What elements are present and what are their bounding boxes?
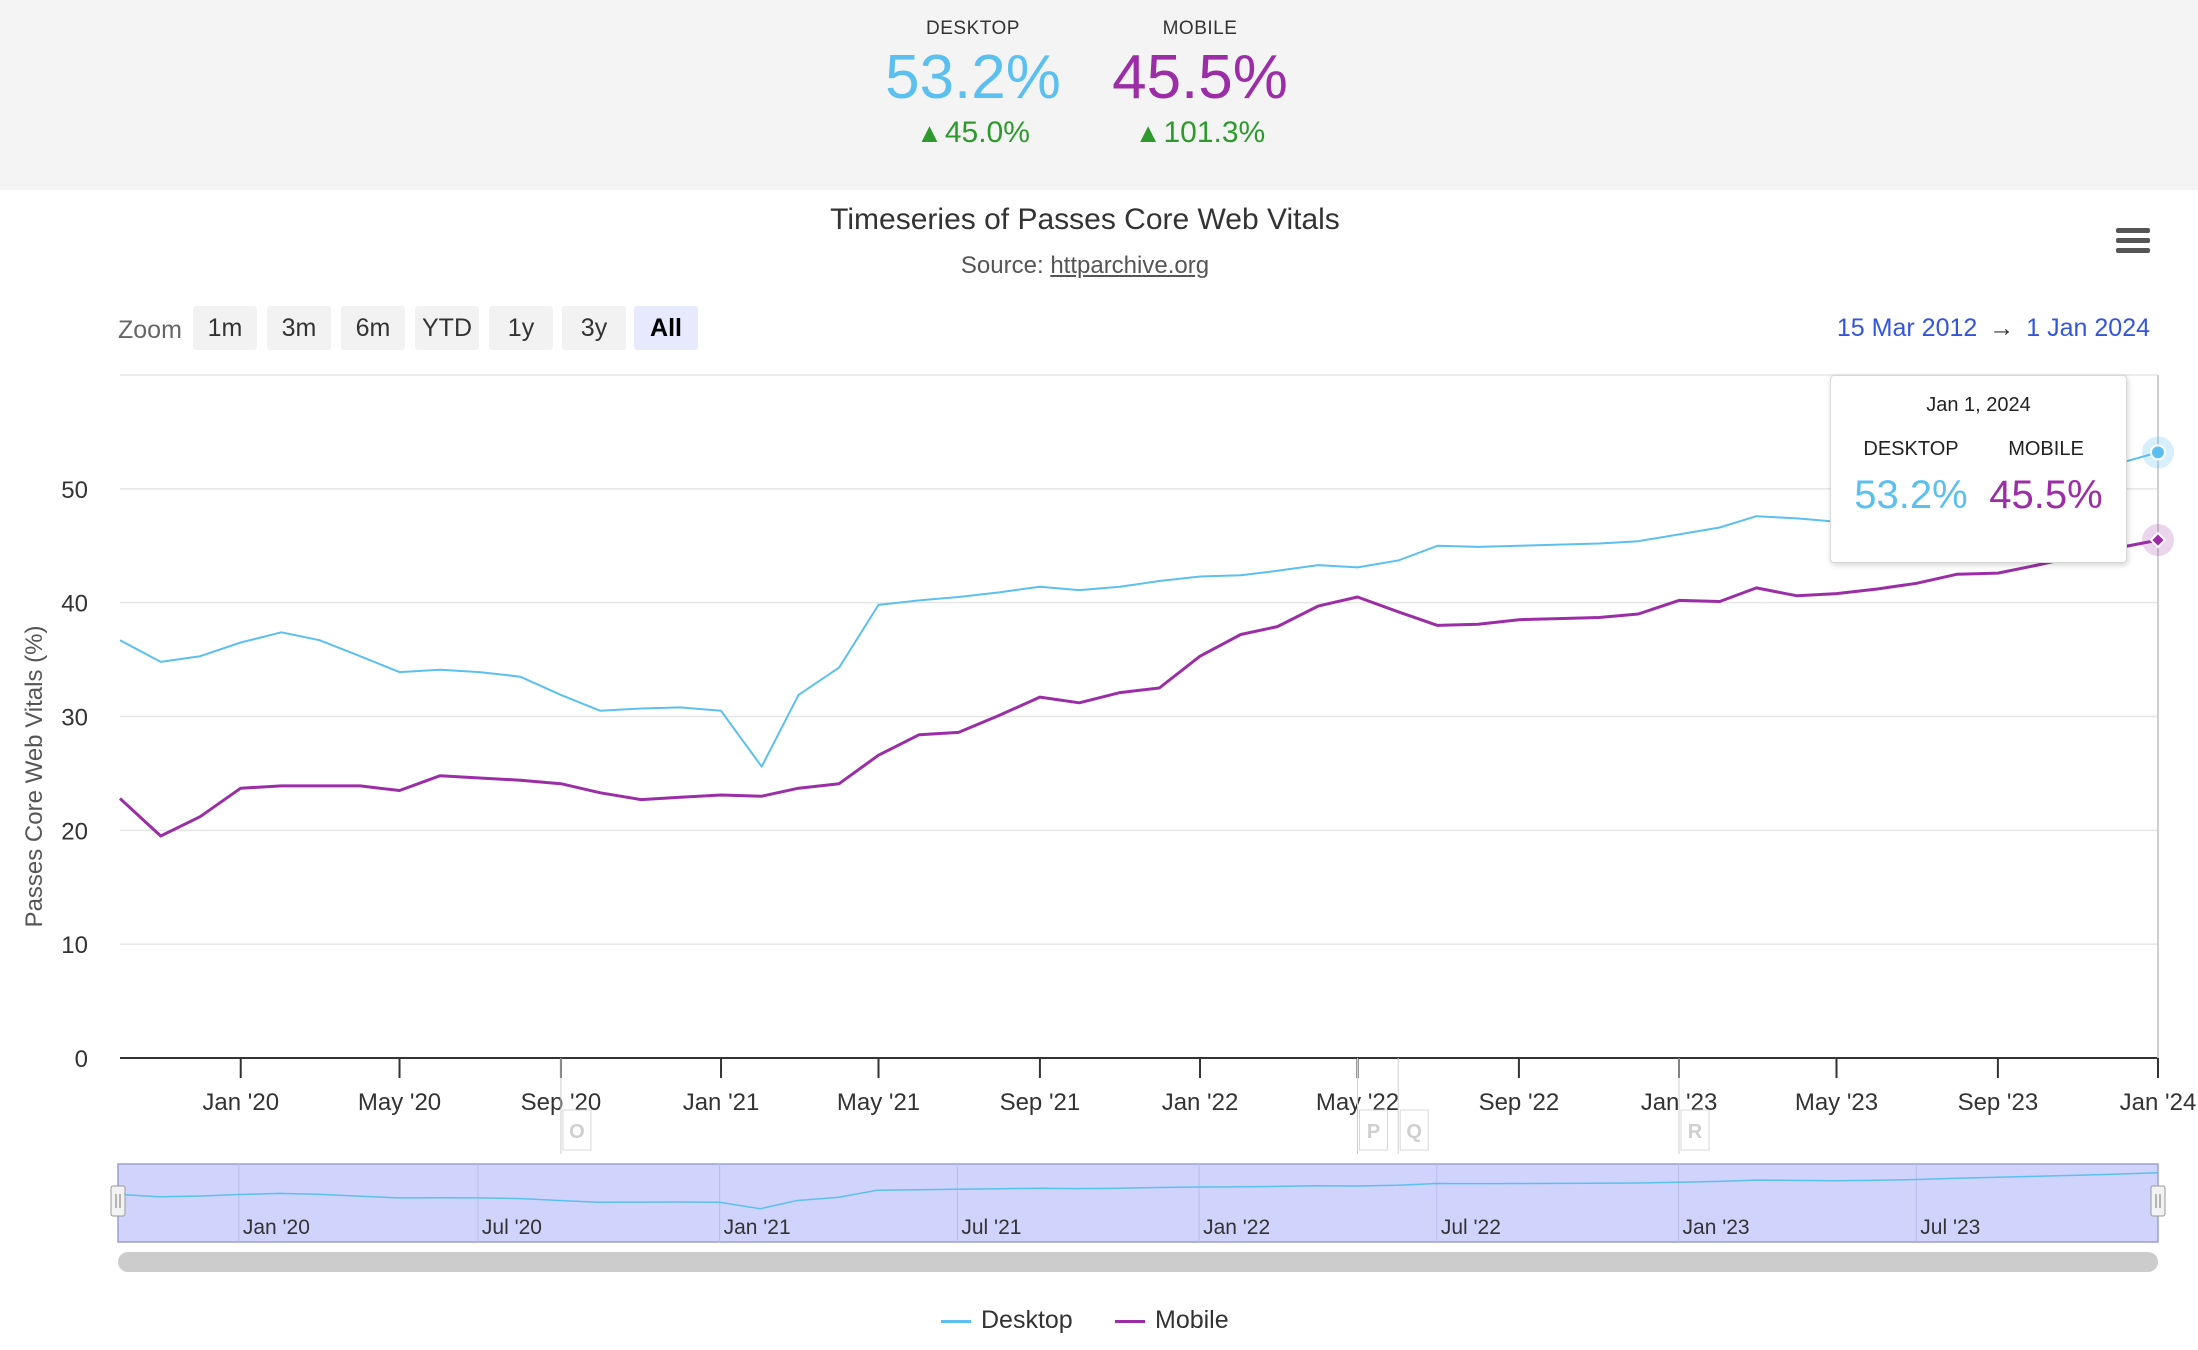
flag-label: P [1367, 1121, 1380, 1143]
desktop-change-value: 45.0% [944, 116, 1030, 149]
zoom-button-1y[interactable]: 1y [489, 306, 553, 350]
desktop-point-marker [2150, 444, 2166, 461]
up-triangle-icon: ▲ [1134, 118, 1162, 148]
y-axis-title: Passes Core Web Vitals (%) [21, 626, 48, 928]
zoom-button-1m[interactable]: 1m [193, 306, 257, 350]
y-tick-label: 40 [61, 591, 88, 618]
source-prefix: Source: [960, 252, 1051, 279]
tooltip-mobile: MOBILE 45.5% [1976, 438, 2116, 518]
y-tick-label: 20 [61, 818, 88, 845]
menu-icon[interactable] [2108, 222, 2158, 262]
range-from[interactable]: 15 Mar 2012 [1836, 314, 1978, 342]
zoom-button-3y[interactable]: 3y [562, 306, 626, 350]
flag-box [1680, 1109, 1710, 1151]
zoom-label: Zoom [118, 316, 182, 344]
zoom-button-all[interactable]: All [634, 306, 698, 350]
navigator-tick-label: Jan '23 [1683, 1216, 1750, 1239]
x-tick-label: Jan '20 [202, 1089, 279, 1116]
navigator-tick-label: Jan '21 [724, 1216, 791, 1239]
flag-box [1358, 1109, 1388, 1151]
desktop-stat-label: DESKTOP [926, 18, 1020, 39]
x-tick-label: Sep '21 [1000, 1089, 1081, 1116]
x-tick-label: May '21 [837, 1089, 920, 1116]
legend-item-mobile[interactable]: Mobile [1115, 1306, 1229, 1335]
flag-label: O [569, 1121, 585, 1143]
legend-swatch-mobile [1115, 1319, 1145, 1323]
legend-item-desktop[interactable]: Desktop [941, 1306, 1073, 1335]
flag-label: R [1688, 1121, 1703, 1143]
mobile-point-marker [2149, 531, 2167, 549]
tooltip-mobile-value: 45.5% [1989, 473, 2103, 517]
tooltip-date: Jan 1, 2024 [1926, 394, 2031, 416]
legend-swatch-desktop [941, 1319, 971, 1323]
up-triangle-icon: ▲ [916, 118, 943, 148]
navigator-tick-label: Jul '23 [1920, 1216, 1980, 1239]
desktop-stat-change: ▲45.0% [853, 116, 1093, 150]
navigator-handle-right[interactable] [2150, 1185, 2166, 1217]
range-arrow-icon: → [1989, 314, 2015, 342]
tooltip: Jan 1, 2024 DESKTOP 53.2% MOBILE 45.5% [1830, 375, 2127, 563]
navigator-tick-label: Jul '20 [482, 1216, 542, 1239]
flag-box [562, 1109, 592, 1151]
source-link[interactable]: httparchive.org [1050, 252, 1210, 279]
y-tick-label: 0 [75, 1046, 88, 1073]
navigator-scrollbar[interactable] [118, 1252, 2158, 1272]
zoom-button-6m[interactable]: 6m [341, 306, 405, 350]
navigator-handle-left[interactable] [110, 1185, 126, 1217]
desktop-stat-value: 53.2% [885, 43, 1061, 112]
tooltip-mobile-label: MOBILE [2008, 438, 2084, 460]
mobile-stat-label: MOBILE [1162, 18, 1238, 39]
navigator-tick-label: Jan '22 [1203, 1216, 1270, 1239]
mobile-change-value: 101.3% [1163, 116, 1266, 149]
x-tick-label: May '20 [358, 1089, 441, 1116]
y-tick-label: 10 [61, 932, 88, 959]
legend-label-mobile: Mobile [1155, 1306, 1229, 1334]
flag-label: Q [1406, 1121, 1422, 1143]
tooltip-desktop-label: DESKTOP [1863, 438, 1959, 460]
y-tick-label: 30 [61, 705, 88, 732]
tooltip-desktop: DESKTOP 53.2% [1841, 438, 1981, 518]
mobile-stat-change: ▲101.3% [1080, 116, 1320, 150]
navigator-series-line [117, 1172, 2159, 1210]
flag-box [1399, 1109, 1429, 1151]
x-tick-label: Jan '21 [683, 1089, 760, 1116]
mobile-stat-value: 45.5% [1112, 43, 1288, 112]
x-tick-label: Jan '24 [2120, 1089, 2197, 1116]
series-line-mobile [118, 538, 2159, 838]
x-tick-label: May '23 [1795, 1089, 1878, 1116]
mobile-stat: MOBILE 45.5% ▲101.3% [1080, 18, 1320, 150]
legend-label-desktop: Desktop [981, 1306, 1073, 1334]
navigator-tick-label: Jul '22 [1441, 1216, 1501, 1239]
tooltip-desktop-value: 53.2% [1854, 473, 1968, 517]
zoom-button-ytd[interactable]: YTD [415, 306, 479, 350]
series-line-desktop [119, 451, 2159, 768]
navigator-tick-label: Jul '21 [961, 1216, 1021, 1239]
range-to[interactable]: 1 Jan 2024 [2026, 314, 2150, 342]
x-tick-label: Sep '22 [1479, 1089, 1560, 1116]
summary-panel: DESKTOP 53.2% ▲45.0% MOBILE 45.5% ▲101.3… [0, 0, 2198, 190]
desktop-stat: DESKTOP 53.2% ▲45.0% [853, 18, 1093, 150]
chart-subtitle: Source: httparchive.org [0, 252, 2170, 280]
x-tick-label: Sep '23 [1958, 1089, 2039, 1116]
navigator-tick-label: Jan '20 [243, 1216, 310, 1239]
zoom-button-3m[interactable]: 3m [267, 306, 331, 350]
x-tick-label: Jan '22 [1162, 1089, 1239, 1116]
chart-title: Timeseries of Passes Core Web Vitals [830, 203, 1340, 236]
y-tick-label: 50 [61, 477, 88, 504]
date-range: 15 Mar 2012 → 1 Jan 2024 [1780, 314, 2150, 343]
navigator-window [117, 1163, 2159, 1243]
